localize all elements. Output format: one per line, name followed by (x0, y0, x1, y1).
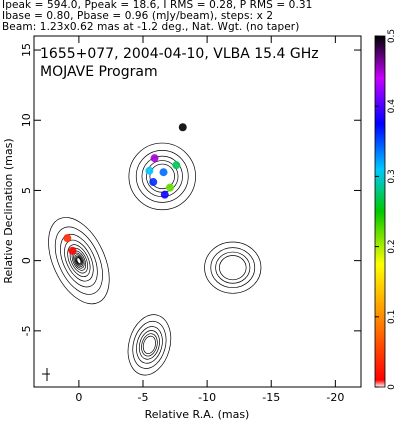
polarization-patch (68, 246, 77, 255)
polarization-patch (63, 234, 72, 243)
polarization-patch (160, 190, 169, 199)
contour-lower-knot (141, 333, 158, 357)
y-tick-label: -5 (20, 325, 33, 336)
contour-core (54, 226, 103, 295)
contour-core (76, 257, 82, 264)
contour-lower-knot (127, 314, 172, 376)
x-tick-label: -5 (138, 391, 149, 404)
colorbar-tick-label: 0.4 (387, 99, 397, 114)
polarization-patch (165, 183, 174, 192)
contour-lower-knot (132, 320, 167, 369)
polarization-patch (159, 168, 168, 177)
contour-upper-knot (128, 142, 196, 211)
x-tick-label: -15 (262, 391, 280, 404)
contour-right-knot (204, 241, 262, 294)
header-line-3: Beam: 1.23x0.62 mas at -1.2 deg., Nat. W… (2, 21, 300, 33)
x-tick-label: 0 (75, 391, 82, 404)
contour-core (67, 244, 91, 277)
contour-core (48, 217, 110, 305)
y-tick-label: 10 (20, 113, 33, 127)
y-axis-title: Relative Declination (mas) (2, 138, 15, 283)
plot-frame (33, 35, 362, 388)
polarization-patch (145, 166, 154, 175)
contour-core (64, 239, 94, 282)
colorbar-ticks: 0 0.1 0.2 0.3 0.4 0.5 (375, 29, 397, 390)
colorbar-tick-label: 0 (387, 384, 397, 390)
colorbar-tick-label: 0.5 (387, 29, 397, 43)
colorbar-tick-label: 0.3 (387, 169, 397, 183)
contour-core (75, 255, 83, 266)
y-tick-label: 15 (20, 43, 33, 57)
contour-core (74, 254, 84, 267)
contour-right-knot (215, 251, 251, 284)
contour-layer (48, 142, 262, 376)
colorbar-tick-label: 0.1 (387, 310, 397, 324)
contour-upper-knot (135, 150, 189, 203)
x-axis-title: Relative R.A. (mas) (145, 408, 250, 421)
chart-subtitle: MOJAVE Program (40, 64, 158, 80)
polarization-patch (178, 123, 187, 132)
polarization-patch (149, 178, 158, 187)
beam-marker (42, 368, 50, 381)
contour-upper-knot (149, 163, 175, 190)
contour-lower-knot (136, 326, 163, 364)
y-tick-label: 0 (20, 257, 33, 264)
polarization-patch (150, 154, 159, 163)
header-line-2: Ibase = 0.80, Pbase = 0.96 (mJy/beam), s… (2, 10, 274, 22)
x-tick-label: -10 (198, 391, 216, 404)
chart-title: 1655+077, 2004-04-10, VLBA 15.4 GHz (40, 46, 319, 62)
contour-core (76, 256, 82, 265)
contour-right-knot (219, 255, 247, 281)
colorbar (374, 35, 386, 388)
x-tick-label: -20 (326, 391, 344, 404)
contour-core (60, 233, 98, 288)
contour-lower-knot (142, 335, 156, 354)
header-line-1: Ipeak = 594.0, Ppeak = 18.6, I RMS = 0.2… (2, 0, 313, 11)
polarization-layer (63, 123, 187, 255)
contour-lower-knot (138, 330, 160, 360)
contour-right-knot (210, 247, 256, 289)
polarization-patch (172, 161, 181, 170)
axes-layer: 0 -5 -10 -15 -20 -5 0 5 10 15 (20, 36, 361, 404)
colorbar-tick-label: 0.2 (387, 239, 397, 253)
y-tick-label: 5 (20, 187, 33, 194)
